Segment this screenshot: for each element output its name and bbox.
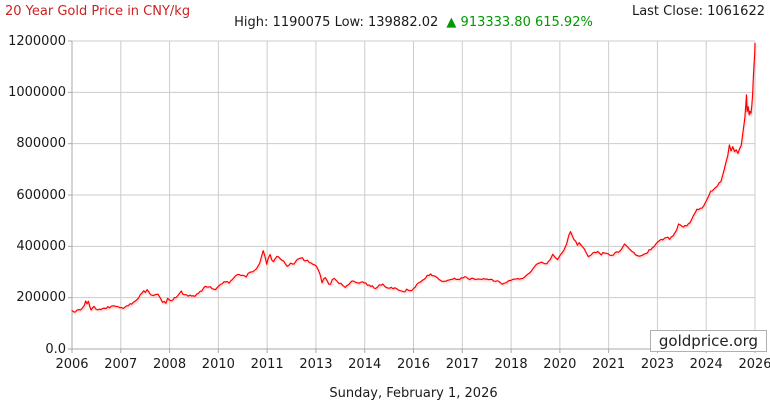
- y-axis-tick-label: 1200000: [8, 33, 66, 49]
- goldprice-watermark-link[interactable]: goldprice.org: [649, 330, 767, 352]
- x-axis-tick-label: 2008: [153, 357, 187, 372]
- x-axis-tick-label: 2026: [738, 357, 770, 372]
- x-axis-tick-label: 2017: [445, 357, 479, 372]
- x-axis-tick-label: 2013: [299, 357, 333, 372]
- gold-price-series-line: [71, 42, 756, 313]
- x-axis-tick-label: 2023: [640, 357, 674, 372]
- x-axis-tick-label: 2010: [201, 357, 235, 372]
- last-close-label: Last Close: 1061622: [631, 4, 765, 19]
- x-axis-tick-label: 2016: [396, 357, 431, 372]
- y-axis-tick-label: 1000000: [8, 84, 66, 100]
- x-axis-tick-label: 2014: [348, 357, 382, 372]
- high-low-row: High: 1190075 Low: 139882.02 ▲ 913333.80…: [72, 15, 755, 30]
- y-axis-tick-label: 200000: [16, 290, 66, 306]
- change-up-label: ▲ 913333.80 615.92%: [446, 15, 593, 30]
- x-axis-tick-label: 2007: [104, 357, 138, 372]
- x-axis-tick-label: 2006: [55, 357, 89, 372]
- date-label: Sunday, February 1, 2026: [329, 386, 498, 401]
- y-axis-tick-label: 800000: [16, 136, 66, 152]
- y-axis-tick-label: 0.0: [45, 341, 66, 357]
- x-axis-tick-label: 2024: [689, 357, 723, 372]
- y-axis-tick-label: 400000: [16, 238, 66, 254]
- x-axis-tick-label: 2021: [592, 357, 626, 372]
- x-axis-tick-label: 2011: [250, 357, 284, 372]
- x-axis-tick-label: 2018: [494, 357, 528, 372]
- x-axis-tick-label: 2020: [543, 357, 577, 372]
- y-axis-tick-label: 600000: [16, 187, 66, 203]
- chart-title: 20 Year Gold Price in CNY/kg: [5, 4, 191, 19]
- high-low-label: High: 1190075 Low: 139882.02: [234, 15, 439, 30]
